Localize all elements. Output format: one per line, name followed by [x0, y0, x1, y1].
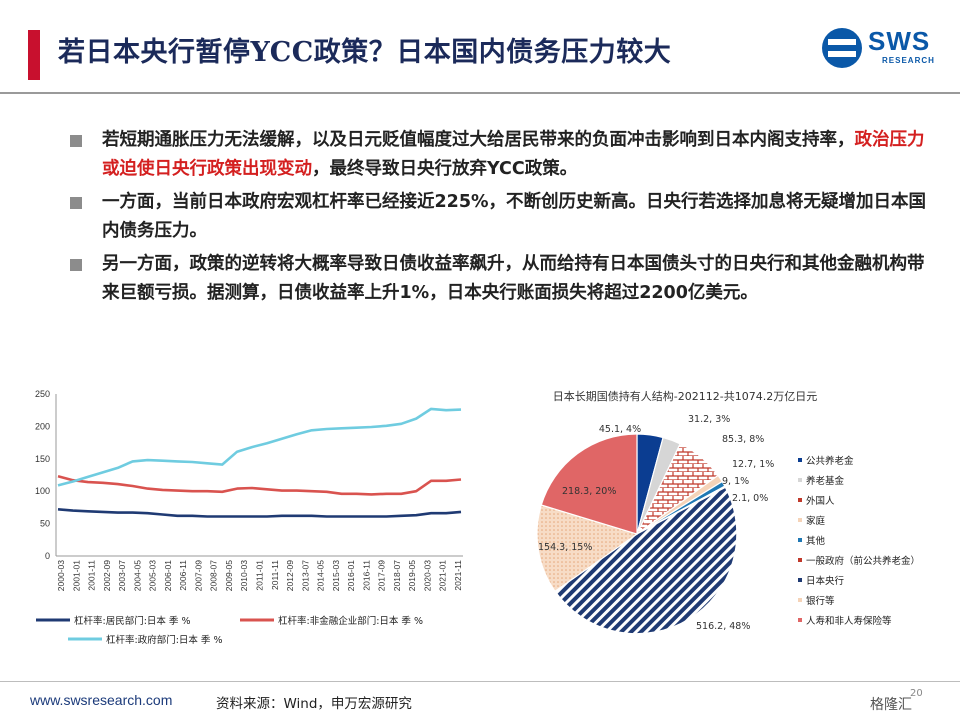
jgb-holders-pie-chart: 日本长期国债持有人结构-202112-共1074.2万亿日元 45.1, 4% 31… — [500, 384, 960, 654]
legend-label: 外国人 — [806, 495, 835, 507]
bullet-square-icon — [70, 259, 82, 271]
slice-label: 154.3, 15% — [538, 542, 592, 553]
bullet-square-icon — [70, 135, 82, 147]
x-tick-label: 2012-09 — [285, 560, 295, 591]
slice-label: 85.3, 8% — [722, 434, 764, 445]
line-chart-svg: 0 50 100 150 200 250 2000-03 2001-01 2001-11 2002… — [35, 389, 463, 646]
x-tick-label: 2016-11 — [361, 560, 371, 591]
sws-logo: SWS RESEARCH — [822, 26, 940, 70]
slice-label: 218.3, 20% — [562, 486, 616, 497]
legend-marker — [798, 538, 802, 542]
x-tick-label: 2011-11 — [270, 560, 280, 590]
logo-text: SWS — [868, 26, 931, 56]
slice-label: 45.1, 4% — [599, 424, 641, 435]
legend-marker — [798, 498, 802, 502]
page-number: 20 — [910, 688, 923, 699]
bullet-text: 另一方面，政策的逆转将大概率导致日债收益率飙升，从而给持有日本国债头寸的日央行和… — [102, 254, 925, 303]
x-tick-label: 2001-11 — [87, 560, 97, 591]
x-tick-label: 2016-01 — [346, 560, 356, 591]
legend-label: 日本央行 — [806, 575, 845, 587]
bullet-text: ，最终导致日央行放弃YCC政策。 — [312, 159, 578, 179]
x-tick-label: 2021-01 — [438, 560, 448, 591]
x-tick-label: 2020-03 — [422, 560, 432, 591]
legend-label: 一般政府（前公共养老金） — [806, 555, 920, 567]
x-tick-label: 2014-05 — [316, 560, 326, 591]
legend-marker — [798, 458, 802, 462]
bullet-item: 另一方面，政策的逆转将大概率导致日债收益率飙升，从而给持有日本国债头寸的日央行和… — [68, 250, 928, 308]
x-tick-label: 2019-05 — [407, 560, 417, 591]
bullet-square-icon — [70, 197, 82, 209]
legend-label: 杠杆率:非金融企业部门:日本 季 % — [278, 615, 423, 627]
x-tick-label: 2021-11 — [453, 560, 463, 591]
legend-marker — [798, 558, 802, 562]
title-accent-bar — [28, 30, 40, 80]
page-title: 若日本央行暂停YCC政策？日本国内债务压力较大 — [58, 37, 672, 68]
bullet-highlight: 政治压力或迫使日央行政策出现变动 — [102, 130, 925, 179]
legend-label: 公共养老金 — [806, 455, 854, 467]
x-tick-label: 2004-05 — [132, 560, 142, 591]
bullet-text: 若短期通胀压力无法缓解，以及日元贬值幅度过大给居民带来的负面冲击影响到日本内阁支… — [102, 130, 855, 150]
y-tick-label: 200 — [35, 421, 50, 431]
slice-label: 9, 1% — [722, 476, 749, 487]
x-tick-label: 2003-07 — [117, 560, 127, 591]
bullet-item: 一方面，当前日本政府宏观杠杆率已经接近225%，不断创历史新高。日央行若选择加息… — [68, 188, 928, 246]
x-tick-label: 2005-03 — [148, 560, 158, 591]
x-tick-label: 2008-07 — [209, 560, 219, 591]
bullet-text: 一方面，当前日本政府宏观杠杆率已经接近225%，不断创历史新高。日央行若选择加息… — [102, 192, 927, 241]
footer-source: 资料来源：Wind，申万宏源研究 — [216, 696, 412, 712]
y-tick-label: 250 — [35, 389, 50, 399]
x-tick-label: 2011-01 — [255, 560, 265, 591]
legend-label: 其他 — [806, 535, 826, 547]
x-tick-label: 2015-03 — [331, 560, 341, 591]
legend-marker — [798, 618, 802, 622]
x-tick-label: 2009-05 — [224, 560, 234, 591]
slice-label: 12.7, 1% — [732, 459, 774, 470]
x-tick-label: 2013-07 — [300, 560, 310, 591]
footer-divider — [0, 681, 960, 682]
pie-slice — [554, 486, 738, 635]
chart-title: 日本长期国债持有人结构-202112-共1074.2万亿日元 — [553, 389, 817, 403]
pie-chart-svg: 日本长期国债持有人结构-202112-共1074.2万亿日元 45.1, 4% 31… — [536, 389, 920, 635]
x-tick-label: 2006-01 — [163, 560, 173, 591]
x-tick-label: 2007-09 — [193, 560, 203, 591]
watermark: 格隆汇 — [870, 697, 912, 713]
x-tick-label: 2002-09 — [102, 560, 112, 591]
bullet-list: 若短期通胀压力无法缓解，以及日元贬值幅度过大给居民带来的负面冲击影响到日本内阁支… — [68, 126, 928, 312]
x-tick-label: 2001-01 — [71, 560, 81, 591]
x-tick-label: 2017-09 — [377, 560, 387, 591]
legend-marker — [798, 598, 802, 602]
y-tick-label: 0 — [45, 551, 50, 561]
slice-label: 31.2, 3% — [688, 414, 730, 425]
series-line — [57, 407, 462, 487]
bullet-item: 若短期通胀压力无法缓解，以及日元贬值幅度过大给居民带来的负面冲击影响到日本内阁支… — [68, 126, 928, 184]
x-tick-label: 2000-03 — [56, 560, 66, 591]
slice-label: 2.1, 0% — [732, 493, 768, 504]
slice-label: 516.2, 48% — [696, 621, 750, 632]
pie-slice — [540, 433, 638, 535]
series-line — [57, 508, 462, 518]
x-tick-label: 2018-07 — [392, 560, 402, 591]
legend-label: 杠杆率:政府部门:日本 季 % — [106, 634, 222, 646]
legend-label: 养老基金 — [806, 475, 845, 487]
leverage-line-chart: 0 50 100 150 200 250 2000-03 2001-01 2001-11 2002… — [18, 384, 478, 654]
legend-label: 家庭 — [806, 515, 826, 527]
footer-url-link[interactable]: www.swsresearch.com — [30, 692, 173, 708]
legend-label: 人寿和非人寿保险等 — [806, 615, 892, 627]
series-line — [57, 475, 462, 496]
y-tick-label: 50 — [40, 519, 50, 529]
y-tick-label: 150 — [35, 454, 50, 464]
legend-marker — [798, 518, 802, 522]
legend-marker — [798, 478, 802, 482]
logo-subtext: RESEARCH — [882, 56, 935, 65]
y-tick-label: 100 — [35, 486, 50, 496]
title-bar: 若日本央行暂停YCC政策？日本国内债务压力较大 SWS RESEARCH — [0, 0, 960, 92]
legend-label: 杠杆率:居民部门:日本 季 % — [74, 615, 190, 627]
legend-label: 银行等 — [806, 595, 835, 607]
x-tick-label: 2006-11 — [178, 560, 188, 591]
header-divider — [0, 92, 960, 94]
sws-logo-icon — [822, 28, 862, 68]
legend-marker — [798, 578, 802, 582]
x-tick-label: 2010-03 — [239, 560, 249, 591]
